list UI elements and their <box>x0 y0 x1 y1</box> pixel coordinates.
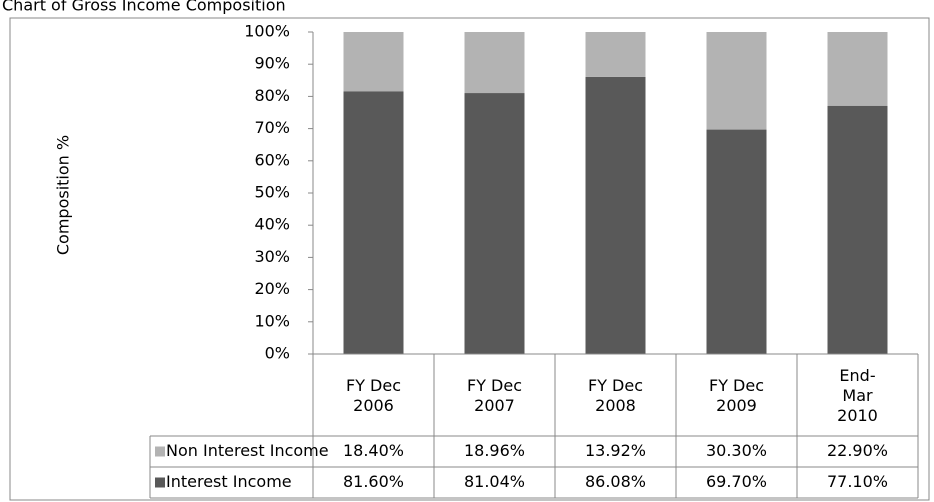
category-label: FY Dec 2007 <box>466 376 523 415</box>
y-tick-label: 20% <box>254 279 290 298</box>
value-label: 69.70% <box>706 472 767 491</box>
bar-segment <box>827 105 888 354</box>
value-label: 86.08% <box>585 472 646 491</box>
bar-segment <box>706 129 767 354</box>
chart-title: Chart of Gross Income Composition <box>2 0 286 15</box>
category-label: FY Dec 2006 <box>345 376 402 415</box>
y-tick-label: 10% <box>254 311 290 330</box>
y-tick-label: 50% <box>254 183 290 202</box>
bar-segment <box>585 32 646 77</box>
bar-segment <box>585 76 646 355</box>
legend-swatch <box>155 477 165 488</box>
y-axis-label: Composition % <box>54 135 73 255</box>
bar-segment <box>827 32 888 106</box>
value-label: 13.92% <box>585 441 646 460</box>
y-tick-label: 30% <box>254 247 290 266</box>
value-label: 18.96% <box>464 441 525 460</box>
legend-swatch <box>155 446 165 457</box>
y-tick-label: 40% <box>254 215 290 234</box>
bar-segment <box>464 93 525 354</box>
legend-label: Interest Income <box>166 472 292 491</box>
value-label: 18.40% <box>343 441 404 460</box>
bar-segment <box>706 32 767 130</box>
value-label: 81.04% <box>464 472 525 491</box>
y-tick-label: 90% <box>254 54 290 73</box>
y-tick-label: 0% <box>265 344 290 363</box>
y-tick-label: 60% <box>254 150 290 169</box>
y-tick-label: 70% <box>254 118 290 137</box>
value-label: 22.90% <box>827 441 888 460</box>
value-label: 77.10% <box>827 472 888 491</box>
y-tick-label: 100% <box>244 22 290 41</box>
bar-segment <box>343 91 404 355</box>
bar-segment <box>343 32 404 92</box>
y-tick-label: 80% <box>254 86 290 105</box>
chart-frame <box>9 17 930 501</box>
value-label: 81.60% <box>343 472 404 491</box>
category-label: FY Dec 2008 <box>587 376 644 415</box>
bar-segment <box>464 32 525 94</box>
legend-label: Non Interest Income <box>166 441 329 460</box>
value-label: 30.30% <box>706 441 767 460</box>
category-label: End-Mar 2010 <box>837 366 878 425</box>
category-label: FY Dec 2009 <box>708 376 765 415</box>
